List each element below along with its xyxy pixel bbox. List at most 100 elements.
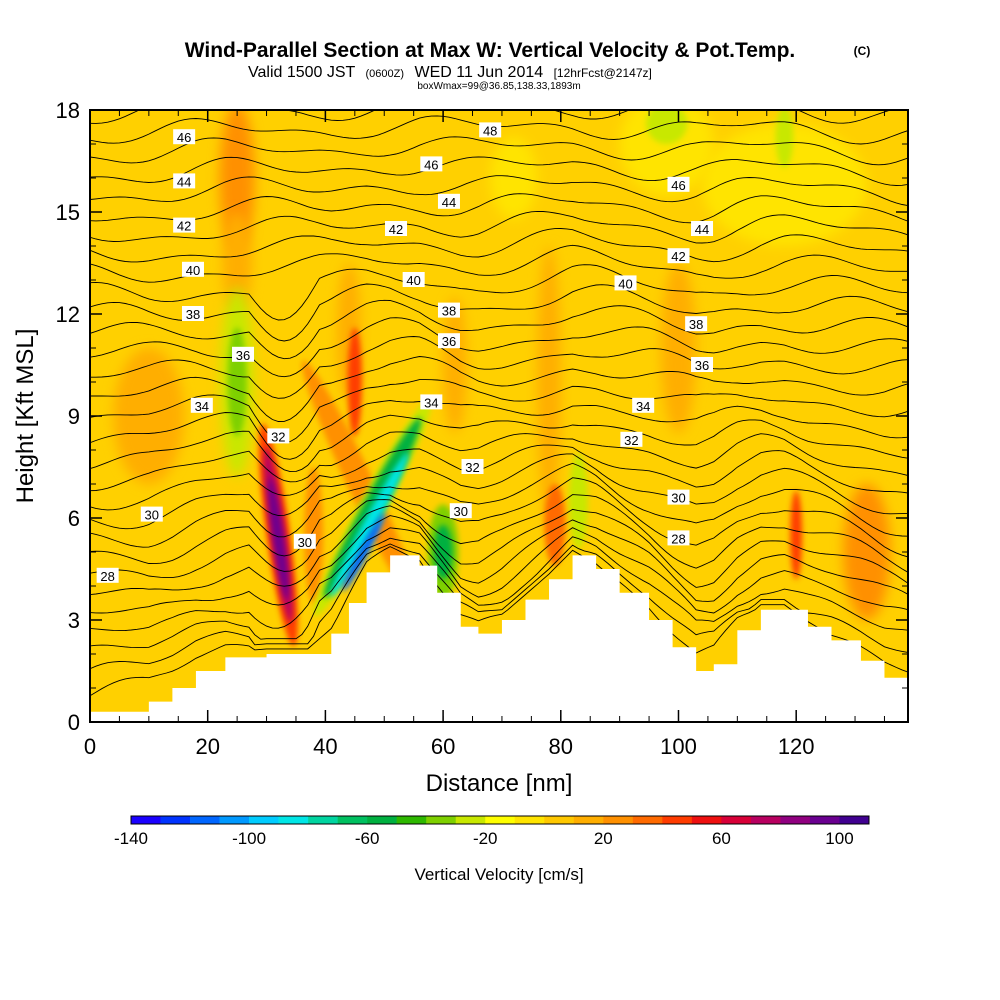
colorbar-swatch (573, 816, 604, 824)
theta-contour-line (90, 431, 908, 492)
velocity-blob (790, 490, 803, 580)
theta-label-bg (173, 217, 196, 233)
theta-label-bg (173, 173, 196, 189)
chart-subtitle: Valid 1500 JST (0600Z) WED 11 Jun 2014 [… (248, 64, 652, 81)
x-tick-label: 40 (313, 734, 337, 759)
theta-contour-line (90, 414, 908, 473)
theta-label: 46 (177, 130, 191, 145)
theta-contour-line (90, 444, 908, 511)
velocity-blob (646, 110, 688, 144)
theta-contour-line (90, 515, 908, 614)
subtitle-date: WED 11 Jun 2014 (414, 64, 543, 81)
theta-label: 40 (186, 263, 200, 278)
x-tick-label: 20 (195, 734, 219, 759)
theta-label: 38 (689, 317, 703, 332)
velocity-blob (702, 123, 867, 246)
velocity-blob (569, 453, 588, 549)
colorbar-swatch (367, 816, 397, 824)
colorbar-swatch (750, 816, 781, 824)
colorbar-swatch (308, 816, 338, 824)
colorbar-swatch (426, 816, 457, 824)
x-tick-label: 60 (431, 734, 455, 759)
y-axis-label: Height [Kft MSL] (12, 329, 39, 504)
colorbar-swatch (455, 816, 486, 824)
colorbar-swatch (632, 816, 663, 824)
theta-label: 40 (618, 276, 632, 291)
theta-label-bg (691, 221, 714, 236)
colorbar-swatch (839, 816, 870, 824)
theta-label: 32 (465, 460, 479, 475)
velocity-blob (219, 110, 255, 253)
colorbar-frame (130, 815, 870, 825)
theta-label-bg (620, 431, 643, 447)
colorbar-tick-label: -140 (114, 829, 148, 848)
theta-label-bg (385, 221, 408, 236)
theta-label-bg (667, 176, 690, 192)
theta-contour-labels: 46 44 42 40 38 36 34 32 30 28 30 48 46 44 42 40 38 36 34 32… (96, 122, 714, 584)
theta-contour-line (90, 136, 908, 166)
theta-contour-line (90, 536, 908, 649)
theta-contour-line (90, 379, 908, 444)
theta-label-bg (667, 530, 690, 546)
theta-label: 38 (186, 307, 200, 322)
y-tick-label: 15 (56, 200, 80, 225)
theta-label-bg (461, 459, 484, 474)
colorbar-tick-label: 60 (712, 829, 731, 848)
theta-contour-line (90, 505, 908, 596)
theta-label: 30 (145, 508, 159, 523)
colorbar-swatch (721, 816, 752, 824)
colorbar-swatch (396, 816, 427, 824)
theta-label-bg (232, 346, 255, 362)
colorbar-label: Vertical Velocity [cm/s] (414, 865, 583, 884)
theta-label-bg (181, 306, 204, 321)
x-tick-label: 120 (778, 734, 815, 759)
colorbar-swatch (514, 816, 545, 824)
theta-label-bg (96, 567, 119, 583)
colorbar-swatch (337, 816, 368, 824)
copyright-mark: (C) (854, 44, 871, 58)
theta-contour-line (90, 462, 908, 548)
theta-label-bg (691, 357, 714, 372)
velocity-blob (330, 452, 409, 597)
plot-area: 46 44 42 40 38 36 34 32 30 28 30 48 46 44 42 40 38 36 34 32… (90, 110, 908, 722)
colorbar-tick-label: -60 (355, 829, 380, 848)
theta-label: 44 (442, 195, 456, 210)
theta-contour-line (90, 283, 908, 342)
subtitle-valid: Valid 1500 JST (248, 64, 356, 81)
chart-title: Wind-Parallel Section at Max W: Vertical… (185, 39, 796, 62)
theta-label: 48 (483, 123, 497, 138)
theta-contour-line (90, 175, 908, 207)
theta-contour-line (90, 264, 908, 321)
terrain (90, 555, 908, 722)
y-tick-label: 3 (68, 608, 80, 633)
theta-contour-line (90, 210, 908, 244)
colorbar: -140 -100 -60 -20 20 60 100 (114, 815, 870, 848)
theta-label-bg (420, 156, 443, 172)
colorbar-swatch (131, 816, 161, 824)
velocity-blob (660, 263, 697, 433)
colorbar-tick-label: 20 (594, 829, 613, 848)
theta-label-bg (181, 261, 204, 277)
theta-contour-line (90, 527, 908, 632)
velocity-blob (113, 348, 185, 484)
x-axis: 0 20 40 60 80 100 120 (84, 110, 885, 759)
y-tick-label: 6 (68, 506, 80, 531)
theta-label: 28 (100, 569, 114, 584)
theta-label-bg (437, 302, 460, 318)
colorbar-swatch (603, 816, 634, 824)
theta-label: 42 (671, 249, 685, 264)
y-tick-label: 0 (68, 710, 80, 735)
subtitle-forecast: [12hrFcst@2147z] (554, 66, 652, 80)
velocity-blob (222, 212, 252, 314)
theta-label-bg (293, 533, 316, 549)
colorbar-swatch (278, 816, 309, 824)
theta-contour-line (90, 336, 908, 399)
colorbar-swatch (544, 816, 575, 824)
theta-label-bg (449, 503, 472, 519)
theta-label: 30 (671, 491, 685, 506)
velocity-blob (490, 137, 538, 219)
chart-subtitle-box: boxWmax=99@36.85,138.33,1893m (417, 81, 580, 92)
colorbar-swatch (691, 816, 722, 824)
theta-contour-line (90, 317, 908, 378)
theta-label-bg (632, 397, 655, 413)
